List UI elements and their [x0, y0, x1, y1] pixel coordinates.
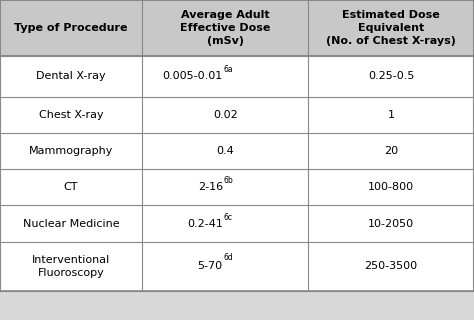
Text: Dental X-ray: Dental X-ray: [36, 71, 106, 82]
Bar: [0, 133, 142, 169]
Text: Type of Procedure: Type of Procedure: [14, 23, 128, 33]
Text: 250-3500: 250-3500: [365, 261, 418, 271]
Bar: [0, 205, 142, 242]
Bar: [142, 205, 308, 242]
Text: 0.2-41: 0.2-41: [187, 219, 223, 228]
Bar: [308, 56, 474, 97]
Text: 5-70: 5-70: [198, 261, 223, 271]
Text: Mammography: Mammography: [29, 146, 113, 156]
Text: 6c: 6c: [223, 212, 232, 221]
Text: 6b: 6b: [223, 176, 233, 185]
Text: 6d: 6d: [223, 253, 233, 262]
Bar: [0, 0, 142, 56]
Text: 0.02: 0.02: [213, 110, 237, 120]
Bar: [308, 242, 474, 291]
Text: 1: 1: [388, 110, 394, 120]
Bar: [308, 0, 474, 56]
Text: 0.005-0.01: 0.005-0.01: [163, 71, 223, 82]
Text: 2-16: 2-16: [198, 182, 223, 192]
Text: Estimated Dose
Equivalent
(No. of Chest X-rays): Estimated Dose Equivalent (No. of Chest …: [326, 10, 456, 46]
Bar: [142, 0, 308, 56]
Bar: [0, 97, 142, 133]
Bar: [308, 205, 474, 242]
Text: Interventional
Fluoroscopy: Interventional Fluoroscopy: [32, 255, 110, 278]
Bar: [308, 97, 474, 133]
Text: Chest X-ray: Chest X-ray: [39, 110, 103, 120]
Text: 0.25-0.5: 0.25-0.5: [368, 71, 414, 82]
Bar: [308, 133, 474, 169]
Bar: [0, 169, 142, 205]
Text: Nuclear Medicine: Nuclear Medicine: [23, 219, 119, 228]
Text: CT: CT: [64, 182, 78, 192]
Text: 6a: 6a: [223, 65, 233, 74]
Text: Average Adult
Effective Dose
(mSv): Average Adult Effective Dose (mSv): [180, 10, 270, 46]
Bar: [142, 169, 308, 205]
Bar: [0, 56, 142, 97]
Text: 100-800: 100-800: [368, 182, 414, 192]
Text: 10-2050: 10-2050: [368, 219, 414, 228]
Bar: [142, 242, 308, 291]
Bar: [308, 169, 474, 205]
Bar: [142, 133, 308, 169]
Bar: [0, 242, 142, 291]
Text: 0.4: 0.4: [216, 146, 234, 156]
Bar: [142, 56, 308, 97]
Text: 20: 20: [384, 146, 398, 156]
Bar: [142, 97, 308, 133]
